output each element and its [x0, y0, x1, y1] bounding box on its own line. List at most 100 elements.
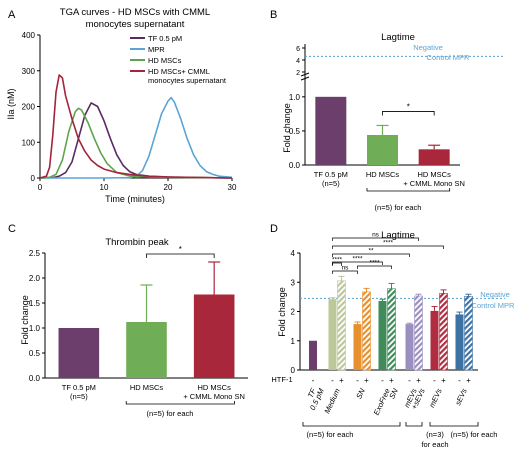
- panel-d-significance-label: ****: [383, 240, 394, 247]
- panel-c-y-tick-label: 0.0: [29, 374, 41, 383]
- panel-b-reference-label-2: Control MPR: [427, 53, 471, 62]
- panel-d-y-label: Fold change: [277, 287, 287, 337]
- panel-b-category-sublabel: (n=5): [322, 179, 340, 188]
- panel-d-significance-label: ****: [332, 257, 343, 264]
- panel-b-lagtime-chart: Lagtime Fold change Negative Control MPR…: [282, 32, 505, 212]
- panel-a-y-label: IIa (nM): [6, 88, 16, 119]
- panel-d-significance-label: ns: [372, 232, 380, 239]
- panel-b-upper-y-tick-label: 2: [296, 70, 300, 77]
- panel-b-category-label: TF 0.5 pM: [314, 170, 348, 179]
- panel-a-y-tick-label: 400: [22, 31, 36, 40]
- panel-d-significance-bracket: [332, 261, 383, 265]
- panel-d-y-tick-label: 2: [291, 308, 296, 317]
- panel-b-axis-break: [300, 72, 310, 81]
- panel-c-bar: [193, 294, 235, 378]
- panel-d-bar-minus: [353, 324, 362, 370]
- panel-letter-c: C: [8, 223, 16, 235]
- panel-c-group-bracket: [125, 401, 235, 405]
- panel-b-category-label-cont: + CMML Mono SN: [403, 179, 465, 188]
- panel-c-significance-bracket: [146, 253, 215, 258]
- panel-b-reference-label-1: Negative: [413, 43, 443, 52]
- panel-d-group-label-3: (n=5) for each: [451, 430, 498, 439]
- panel-a-x-tick-label: 10: [100, 183, 109, 192]
- panel-a-y-tick-label: 300: [22, 67, 36, 76]
- panel-d-y-tick-label: 4: [291, 249, 296, 258]
- panel-b-y-label: Fold change: [282, 103, 292, 153]
- panel-d-title: Lagtime: [381, 230, 415, 241]
- panel-d-significance-bracket: [332, 245, 444, 249]
- panel-a-x-tick-label: 0: [38, 183, 43, 192]
- panel-d-significance-label: ****: [352, 256, 363, 263]
- panel-d-htf-state: +: [466, 376, 471, 385]
- panel-d-htf-state: -: [331, 376, 334, 385]
- panel-d-bar-plus: [439, 293, 448, 371]
- panel-d-htf-state: +: [389, 376, 394, 385]
- panel-d-htf-state: -: [312, 376, 315, 385]
- panel-a-legend-label: HD MSCs: [148, 56, 182, 65]
- panel-d-bar-plus: [464, 295, 473, 371]
- panel-b-upper-y-tick-label: 6: [296, 46, 300, 53]
- panel-c-y-tick-label: 0.5: [29, 349, 41, 358]
- panel-b-bar: [418, 149, 450, 165]
- panel-d-category-label-cont: SN: [387, 387, 400, 401]
- panel-b-category-label: HD MSCs: [366, 170, 400, 179]
- panel-d-category-label: sEVs: [453, 387, 469, 407]
- panel-d-significance-label: ****: [369, 260, 380, 267]
- panel-c-category-sublabel: (n=5): [70, 392, 88, 401]
- panel-d-htf-state: -: [408, 376, 411, 385]
- panel-d-group-bracket: [405, 422, 423, 427]
- panel-d-bar-minus: [430, 310, 439, 370]
- panel-d-htf-state: -: [433, 376, 436, 385]
- panel-d-significance-bracket: [357, 265, 392, 269]
- panel-b-group-label: (n=5) for each: [375, 203, 422, 212]
- panel-a-line-chart: TGA curves - HD MSCs with CMML monocytes…: [6, 7, 237, 204]
- panel-letter-d: D: [270, 223, 278, 235]
- panel-b-y-tick-label: 1.0: [289, 93, 301, 102]
- panel-b-bar: [315, 96, 347, 165]
- panel-d-htf-state: -: [458, 376, 461, 385]
- panel-b-significance-label: *: [407, 102, 410, 111]
- panel-b-y-tick-label: 0.0: [289, 161, 301, 170]
- panel-letter-a: A: [8, 9, 16, 21]
- panel-a-series-line: [39, 102, 233, 179]
- panel-d-htf-state: +: [416, 376, 421, 385]
- panel-a-x-tick-label: 20: [164, 183, 173, 192]
- panel-a-legend-label: HD MSCs+ CMML: [148, 67, 210, 76]
- panel-d-group-bracket: [302, 422, 401, 427]
- panel-c-bar: [58, 328, 100, 378]
- panel-d-bar-minus: [328, 299, 337, 370]
- panel-c-group-label: (n=5) for each: [147, 409, 194, 418]
- panel-b-group-bracket: [366, 188, 451, 192]
- panel-c-category-label: HD MSCs: [197, 383, 231, 392]
- panel-d-group-label-1: (n=5) for each: [307, 430, 354, 439]
- panel-d-htf-state: +: [364, 376, 369, 385]
- panel-a-y-tick-label: 100: [22, 138, 36, 147]
- panel-a-legend-label: TF 0.5 pM: [148, 34, 182, 43]
- panel-d-bar-minus: [455, 314, 464, 370]
- panel-d-bar-plus: [387, 288, 396, 371]
- panel-a-title-line1: TGA curves - HD MSCs with CMML: [60, 7, 210, 18]
- panel-b-significance-bracket: [382, 111, 435, 116]
- panel-d-reference-label-2: Control MPR: [472, 301, 516, 310]
- panel-c-thrombin-peak-chart: Thrombin peak Fold change (n=5) for each…: [20, 237, 248, 418]
- panel-a-series-line: [39, 74, 233, 179]
- panel-c-category-label: TF 0.5 pM: [62, 383, 96, 392]
- panel-a-x-tick-label: 30: [228, 183, 237, 192]
- panel-d-group-label-2a: (n=3): [426, 430, 444, 439]
- panel-b-y-tick-label: 0.5: [289, 127, 301, 136]
- panel-a-title-line2: monocytes supernatant: [86, 19, 185, 30]
- panel-d-htf-label: HTF-1: [271, 375, 292, 384]
- panel-d-reference-label-1: Negative: [480, 290, 510, 299]
- panel-c-bar: [126, 322, 167, 378]
- panel-c-category-label-cont: + CMML Mono SN: [183, 392, 245, 401]
- panel-d-category-label: TF: [306, 387, 318, 399]
- panel-c-y-label: Fold change: [20, 295, 30, 345]
- panel-d-bar-plus: [362, 291, 371, 371]
- panel-d-group-label-2b: for each: [421, 440, 448, 449]
- panel-d-significance-bracket: [332, 253, 410, 257]
- panel-d-bar-minus: [309, 340, 317, 370]
- panel-d-significance-label: **: [368, 248, 374, 255]
- panel-d-category-label: mEVs: [427, 387, 444, 409]
- panel-d-y-tick-label: 0: [291, 366, 296, 375]
